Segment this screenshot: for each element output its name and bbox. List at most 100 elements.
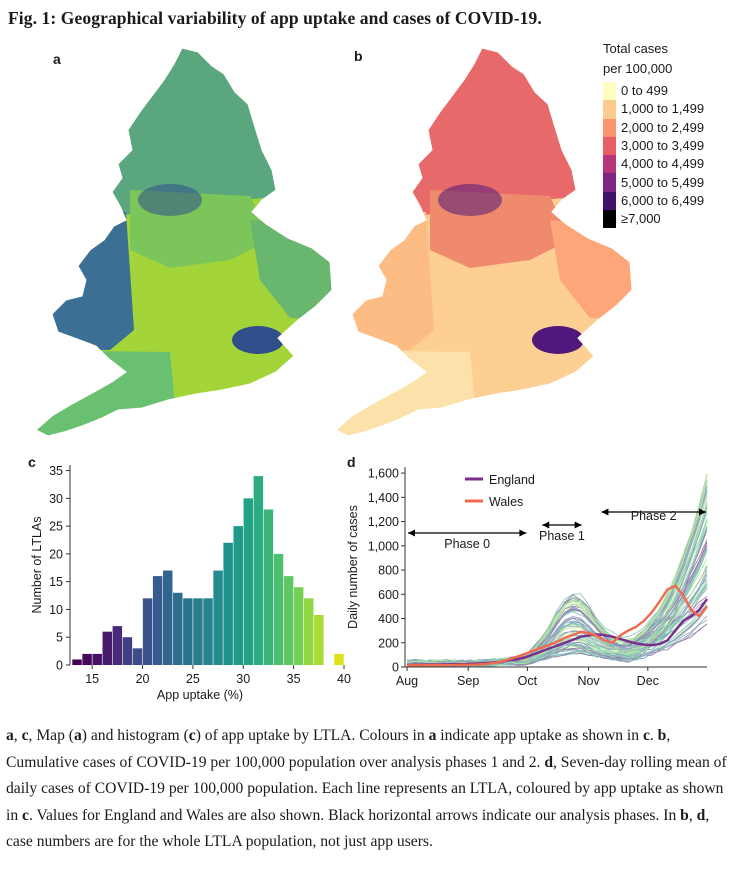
map-b-region-pennine-cities	[438, 184, 502, 216]
y-tick-label: 1,200	[368, 515, 399, 529]
histogram-bar	[293, 587, 304, 665]
caption-panel-ref: b	[657, 727, 667, 744]
legend-swatch	[603, 100, 616, 119]
legend-label-wales: Wales	[489, 495, 523, 509]
histogram-bar	[253, 476, 264, 665]
x-tick-label: 20	[136, 672, 150, 686]
legend-item: 1,000 to 1,499	[603, 100, 704, 119]
legend-item: 4,000 to 4,499	[603, 155, 705, 174]
caption-text: , Seven-day rolling mean of daily cases …	[6, 753, 727, 824]
phase-arrow-head	[574, 521, 582, 529]
histogram-bar	[72, 659, 82, 665]
caption-panel-ref: c	[22, 806, 29, 824]
legend-label: 4,000 to 4,499	[621, 156, 705, 172]
histogram-bar	[193, 598, 203, 665]
figure-title: Fig. 1: Geographical variability of app …	[8, 8, 542, 28]
histogram-bar	[162, 570, 173, 665]
caption-panel-ref: b	[680, 806, 689, 824]
histogram-bar	[82, 653, 92, 665]
histogram-bar	[152, 576, 163, 665]
y-axis-label: Daily number of cases	[346, 505, 360, 629]
legend-swatch	[603, 82, 616, 101]
map-a-region-east	[250, 220, 332, 320]
caption-text: , case numbers are for the whole LTLA po…	[6, 806, 710, 851]
y-tick-label: 600	[378, 588, 399, 602]
legend-swatch	[603, 118, 616, 137]
caption-text: , Map (	[28, 727, 74, 744]
x-tick-label: Nov	[577, 674, 600, 688]
map-b-region-wales	[340, 210, 434, 350]
panel-label-c: c	[28, 454, 36, 470]
y-tick-label: 1,600	[368, 467, 399, 481]
caption-text: , Cumulative cases of COVID-19 per 100,0…	[6, 727, 671, 771]
ltla-line	[406, 549, 708, 665]
y-tick-label: 5	[56, 631, 63, 645]
legend-item: 5,000 to 5,499	[603, 173, 704, 192]
map-b-region-east	[550, 220, 632, 320]
y-tick-label: 200	[378, 636, 399, 650]
legend-label: ≥7,000	[621, 211, 661, 227]
legend-label: 6,000 to 6,499	[621, 192, 705, 208]
histogram-bar	[334, 653, 344, 665]
x-tick-label: Dec	[637, 674, 659, 688]
legend-swatch	[603, 173, 616, 192]
map-total-cases	[335, 47, 633, 437]
y-tick-label: 1,400	[368, 491, 399, 505]
y-tick-label: 1,000	[368, 539, 399, 553]
legend-item: 0 to 499	[603, 82, 704, 101]
histogram-bar	[102, 631, 112, 665]
caption-text: .	[649, 727, 658, 744]
y-tick-label: 15	[49, 575, 63, 589]
legend-item: 2,000 to 2,499	[603, 118, 705, 137]
panel-label-d: d	[347, 454, 356, 470]
histogram-bar	[283, 576, 294, 665]
y-tick-label: 25	[49, 520, 63, 534]
phase-label: Phase 2	[631, 509, 677, 523]
y-tick-label: 400	[378, 612, 399, 626]
map-b-outline	[335, 47, 633, 437]
histogram-bar	[263, 509, 274, 665]
caption-panel-ref: c	[21, 727, 29, 744]
legend-title-line2: per 100,000	[603, 61, 673, 76]
y-tick-label: 0	[56, 659, 63, 673]
legend-swatch	[603, 191, 616, 211]
legend-label: 2,000 to 2,499	[621, 119, 705, 135]
figure-caption: a, c, Map (a) and histogram (c) of app u…	[6, 723, 728, 856]
y-tick-label: 800	[378, 564, 399, 578]
panel-label-b: b	[354, 48, 363, 64]
caption-panel-ref: d	[696, 806, 706, 824]
histogram-bar	[243, 498, 254, 665]
x-tick-label: 30	[236, 672, 250, 686]
caption-text: ) and histogram (	[81, 727, 189, 744]
caption-panel-ref: a	[74, 727, 82, 744]
legend-label-england: England	[489, 473, 535, 487]
legend-swatch	[603, 136, 616, 156]
histogram-bar	[183, 598, 193, 665]
legend-label: 3,000 to 3,499	[621, 138, 705, 154]
legend-item: 3,000 to 3,499	[603, 136, 705, 156]
histogram-bar	[173, 592, 183, 665]
map-a-region-pennine-cities	[138, 184, 202, 216]
y-tick-label: 30	[49, 492, 63, 506]
phase-label: Phase 1	[539, 529, 585, 543]
x-tick-label: 35	[287, 672, 301, 686]
y-tick-label: 35	[49, 464, 63, 478]
legend-item: 6,000 to 6,499	[603, 191, 705, 211]
legend-label: 0 to 499	[621, 83, 668, 99]
legend-title-line1: Total cases	[603, 41, 669, 56]
caption-text: indicate app uptake as shown in	[436, 727, 643, 744]
panel-label-a: a	[53, 51, 61, 67]
phase-arrow-head	[601, 508, 609, 516]
phase-arrow-head	[542, 521, 550, 529]
caption-text: ,	[13, 727, 22, 744]
y-tick-label: 10	[49, 603, 63, 617]
x-tick-label: Sep	[457, 674, 479, 688]
series-line-wales	[406, 584, 708, 667]
histogram-bar	[233, 526, 243, 665]
map-a-region-london	[232, 326, 284, 354]
caption-panel-ref: c	[188, 727, 196, 744]
histogram-bar	[223, 542, 233, 665]
y-tick-label: 0	[392, 661, 399, 675]
caption-text: . Values for England and Wales are also …	[28, 806, 681, 824]
x-tick-label: 15	[85, 672, 99, 686]
